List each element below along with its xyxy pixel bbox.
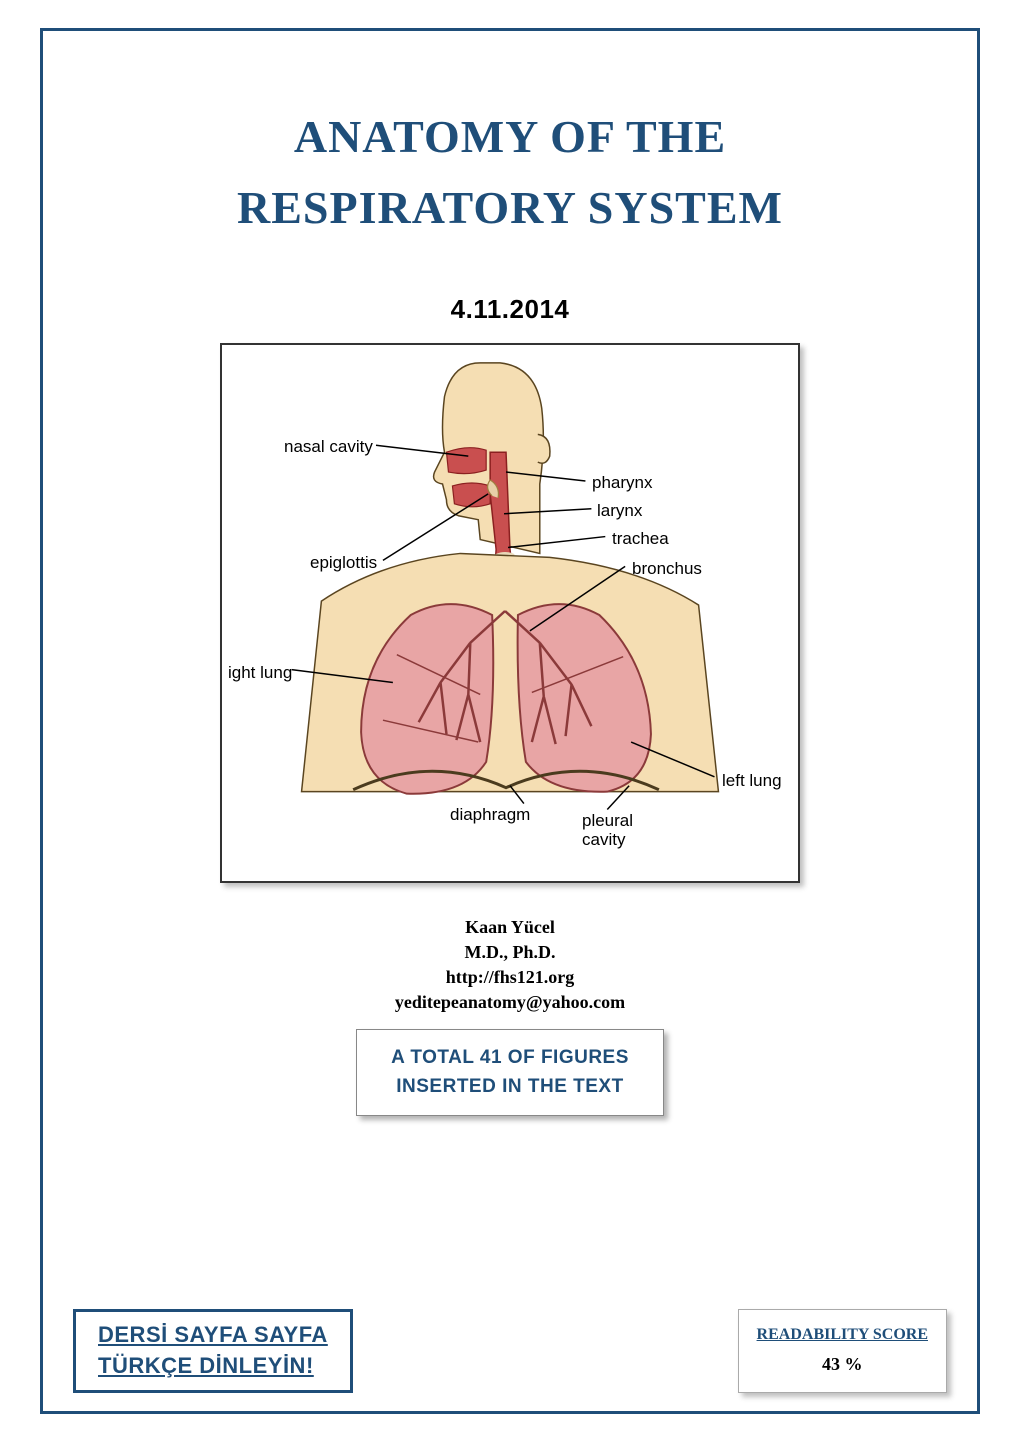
label-pharynx: pharynx <box>592 473 652 493</box>
turkish-line-1: DERSİ SAYFA SAYFA <box>98 1322 328 1347</box>
figures-count-box: A TOTAL 41 OF FIGURES INSERTED IN THE TE… <box>356 1029 664 1116</box>
bottom-row: DERSİ SAYFA SAYFA TÜRKÇE DİNLEYİN! READA… <box>73 1309 947 1393</box>
author-url: http://fhs121.org <box>395 965 625 990</box>
label-pleural-cavity-l2: cavity <box>582 830 625 849</box>
turkish-line-2: TÜRKÇE DİNLEYİN! <box>98 1353 314 1378</box>
author-name: Kaan Yücel <box>395 915 625 940</box>
author-email: yeditepeanatomy@yahoo.com <box>395 990 625 1015</box>
author-block: Kaan Yücel M.D., Ph.D. http://fhs121.org… <box>395 915 625 1016</box>
label-epiglottis: epiglottis <box>310 553 377 573</box>
title-line-2: RESPIRATORY SYSTEM <box>237 182 783 233</box>
label-bronchus: bronchus <box>632 559 702 579</box>
oral-passage <box>452 483 490 507</box>
page-title: ANATOMY OF THE RESPIRATORY SYSTEM <box>237 101 783 244</box>
figures-line-1: A TOTAL 41 OF FIGURES <box>391 1044 629 1073</box>
ear-shape <box>538 434 550 463</box>
readability-box: READABILITY SCORE 43 % <box>738 1309 947 1393</box>
diagram-svg <box>222 345 798 881</box>
date-text: 4.11.2014 <box>451 294 570 325</box>
readability-score-link[interactable]: READABILITY SCORE <box>757 1326 928 1344</box>
label-left-lung: left lung <box>722 771 782 791</box>
label-larynx: larynx <box>597 501 642 521</box>
label-pleural-cavity-l1: pleural <box>582 811 633 830</box>
label-diaphragm: diaphragm <box>450 805 530 825</box>
author-degrees: M.D., Ph.D. <box>395 940 625 965</box>
figures-line-2: INSERTED IN THE TEXT <box>391 1073 629 1102</box>
nasal-passage <box>446 447 486 473</box>
page-frame: ANATOMY OF THE RESPIRATORY SYSTEM 4.11.2… <box>40 28 980 1414</box>
label-nasal-cavity: nasal cavity <box>284 437 373 457</box>
respiratory-diagram: nasal cavity pharynx larynx trachea epig… <box>220 343 800 883</box>
readability-score-value: 43 % <box>757 1354 928 1375</box>
torso-outline <box>302 553 719 791</box>
label-pleural-cavity: pleural cavity <box>582 811 633 850</box>
title-line-1: ANATOMY OF THE <box>294 111 726 162</box>
label-right-lung: ight lung <box>228 663 292 683</box>
label-trachea: trachea <box>612 529 669 549</box>
turkish-audio-link[interactable]: DERSİ SAYFA SAYFA TÜRKÇE DİNLEYİN! <box>73 1309 353 1393</box>
